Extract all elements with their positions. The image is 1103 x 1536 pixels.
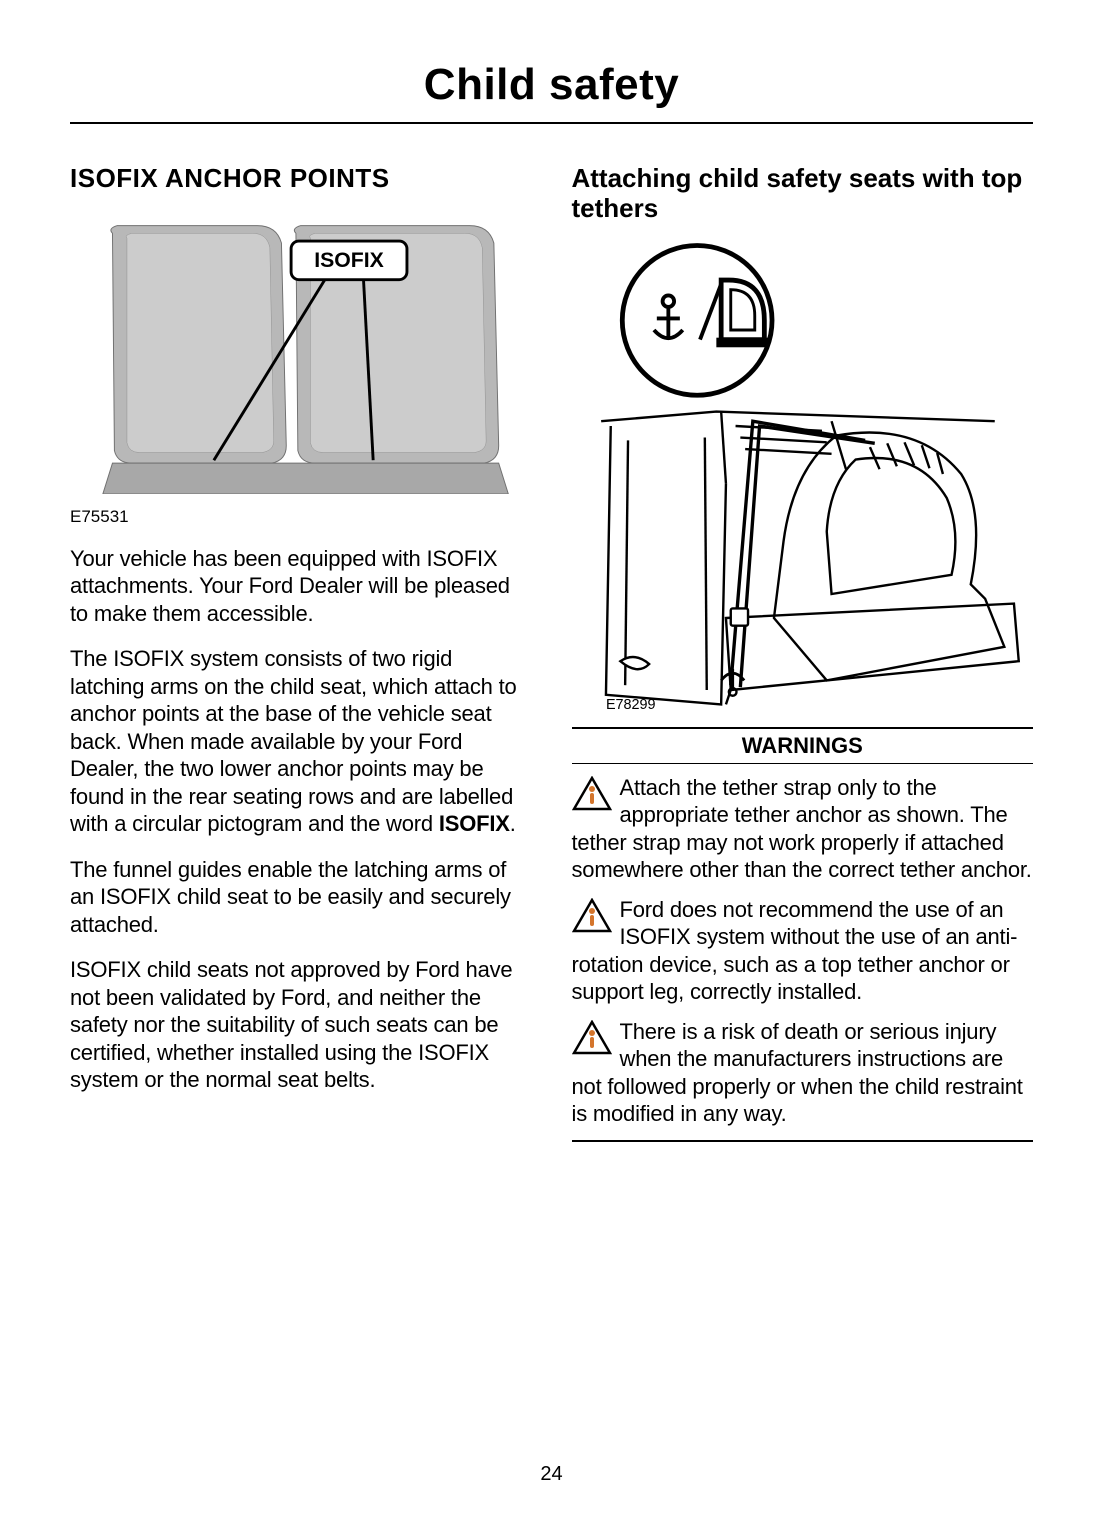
para-2-pre: The ISOFIX system consists of two rigid … — [70, 646, 517, 836]
warning-triangle-icon — [572, 776, 612, 812]
right-column: Attaching child safety seats with top te… — [572, 164, 1034, 1142]
para-3: The funnel guides enable the latching ar… — [70, 856, 532, 939]
tether-heading: Attaching child safety seats with top te… — [572, 164, 1034, 224]
page-number: 24 — [0, 1463, 1103, 1486]
figure2-caption-svg: E78299 — [605, 697, 655, 713]
warning-3: There is a risk of death or serious inju… — [572, 1018, 1034, 1128]
figure1-caption: E75531 — [70, 507, 532, 527]
page-title: Child safety — [70, 60, 1033, 124]
warning-1: Attach the tether strap only to the appr… — [572, 774, 1034, 884]
warning-3-text: There is a risk of death or serious inju… — [572, 1019, 1023, 1127]
warning-1-text: Attach the tether strap only to the appr… — [572, 775, 1032, 883]
left-column: ISOFIX ANCHOR POINTS ISOFIX E75531 Your … — [70, 164, 532, 1142]
tether-figure: E78299 — [572, 234, 1034, 719]
isofix-seat-diagram: ISOFIX — [70, 214, 532, 494]
para-1: Your vehicle has been equipped with ISOF… — [70, 545, 532, 628]
warning-triangle-icon — [572, 898, 612, 934]
warnings-title: WARNINGS — [572, 727, 1034, 764]
warning-2-text: Ford does not recommend the use of an IS… — [572, 897, 1018, 1005]
tether-seat-diagram: E78299 — [572, 234, 1034, 714]
warnings-end-rule — [572, 1140, 1034, 1142]
content-columns: ISOFIX ANCHOR POINTS ISOFIX E75531 Your … — [70, 164, 1033, 1142]
para-2-bold: ISOFIX — [439, 811, 510, 836]
para-2-post: . — [510, 811, 516, 836]
warning-2: Ford does not recommend the use of an IS… — [572, 896, 1034, 1006]
isofix-heading: ISOFIX ANCHOR POINTS — [70, 164, 532, 194]
isofix-figure: ISOFIX — [70, 214, 532, 499]
para-4: ISOFIX child seats not approved by Ford … — [70, 956, 532, 1094]
para-2: The ISOFIX system consists of two rigid … — [70, 645, 532, 838]
isofix-label-text: ISOFIX — [314, 248, 384, 272]
warning-triangle-icon — [572, 1020, 612, 1056]
